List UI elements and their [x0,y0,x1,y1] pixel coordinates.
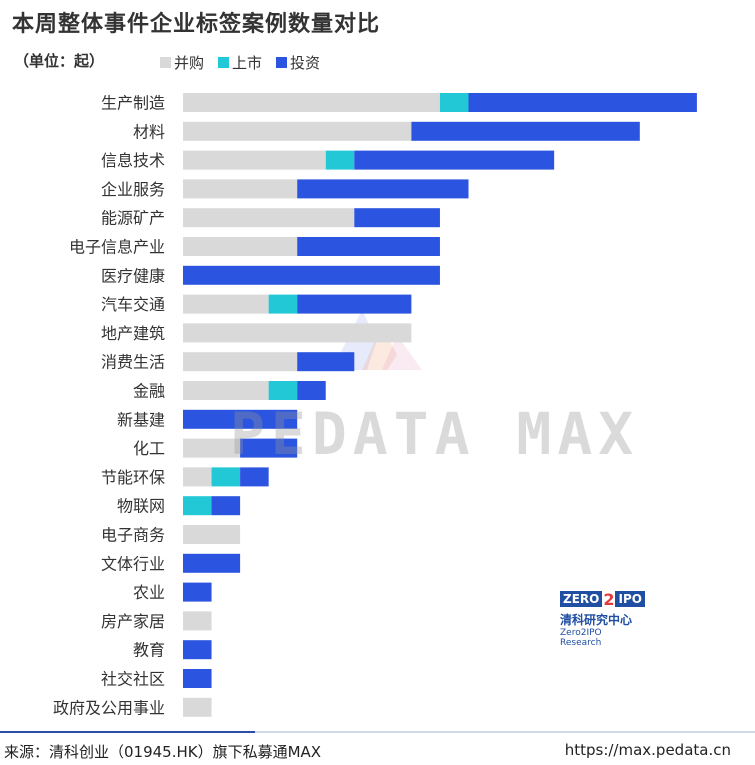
legend-label-investment: 投资 [290,54,321,72]
legend-label-merger: 并购 [174,54,205,72]
bar-segment-ipo [325,150,355,170]
logo-name-cn: 清科研究中心 [560,613,633,627]
bar-segment-merger [183,611,212,631]
bar-chart: 生产制造材料信息技术企业服务能源矿产电子信息产业医疗健康汽车交通地产建筑消费生活… [53,93,697,717]
bar-segment-investment [183,265,440,285]
footer-url: https://max.pedata.cn [564,741,731,759]
bar-segment-merger [183,179,298,199]
bar-segment-ipo [183,496,212,516]
bar-segment-merger [183,150,326,170]
bar-segment-merger [183,381,269,400]
bar-segment-investment [183,409,298,429]
category-label: 消费生活 [101,353,165,372]
bar-segment-investment [240,438,298,458]
category-label: 地产建筑 [101,324,165,343]
bar-segment-investment [183,582,212,602]
bar-segment-investment [297,294,412,314]
unit-label: （单位：起） [14,52,105,70]
category-label: 政府及公用事业 [53,698,165,717]
legend: 并购 上市 投资 [160,52,320,73]
bar-segment-investment [297,381,326,400]
bar-segment-merger [183,294,269,314]
bar-segment-investment [297,179,469,199]
bar-segment-ipo [268,294,298,314]
logo-brand-right: IPO [615,591,645,607]
legend-swatch-merger [160,57,171,68]
bar-segment-merger [183,438,241,458]
logo-name-en: Zero2IPO Research [560,628,602,648]
category-label: 汽车交通 [101,295,165,314]
chart-title: 本周整体事件企业标签案例数量对比 [12,12,381,37]
bar-segment-investment [354,208,440,228]
category-label: 节能环保 [101,468,165,487]
category-label: 物联网 [117,497,165,516]
category-label: 房产家居 [101,612,165,631]
bar-segment-merger [183,697,212,717]
legend-swatch-investment [276,57,288,68]
category-label: 企业服务 [101,180,165,199]
bar-segment-investment [183,669,212,688]
bar-segment-merger [183,323,412,343]
logo-brand-left: ZERO [560,591,603,607]
category-label: 文体行业 [101,554,165,573]
bar-segment-investment [183,553,241,573]
category-label: 农业 [133,583,165,602]
bar-segment-merger [183,93,440,112]
category-label: 电子商务 [101,526,165,545]
category-label: 化工 [133,439,165,458]
bar-segment-investment [354,150,555,170]
bar-segment-ipo [439,93,469,112]
bar-segment-investment [183,640,212,660]
bar-segment-merger [183,467,212,487]
footer-divider-accent [0,731,255,733]
legend-label-ipo: 上市 [232,54,263,72]
bar-segment-investment [411,121,640,141]
bar-segment-merger [183,525,241,544]
category-label: 材料 [133,122,165,141]
footer-divider [0,731,755,733]
legend-item-ipo: 上市 [218,52,262,73]
bar-segment-investment [211,496,241,516]
bar-segment-ipo [268,381,298,400]
footer-source: 来源：清科创业（01945.HK）旗下私募通MAX [4,743,322,761]
logo-brand-mid: 2 [603,589,615,609]
bar-segment-investment [297,237,440,256]
category-label: 信息技术 [101,151,165,170]
bar-segment-merger [183,352,298,372]
bar-segment-merger [183,237,298,256]
category-label: 能源矿产 [101,209,165,228]
legend-swatch-ipo [218,57,230,68]
bar-segment-investment [297,352,355,372]
bar-segment-investment [468,93,697,112]
bar-segment-ipo [211,467,241,487]
category-label: 电子信息产业 [69,238,165,257]
category-label: 生产制造 [101,94,165,113]
legend-item-investment: 投资 [276,52,320,73]
category-label: 社交社区 [101,670,165,689]
category-label: 新基建 [117,410,165,429]
bar-segment-investment [240,467,269,487]
category-label: 医疗健康 [101,266,165,285]
category-label: 教育 [133,641,165,660]
zero2ipo-logo: ZERO 2 IPO 清科研究中心 Zero2IPO Research [560,589,645,648]
legend-item-merger: 并购 [160,52,204,73]
bar-segment-merger [183,208,355,228]
bar-segment-merger [183,121,412,141]
category-label: 金融 [133,382,165,401]
